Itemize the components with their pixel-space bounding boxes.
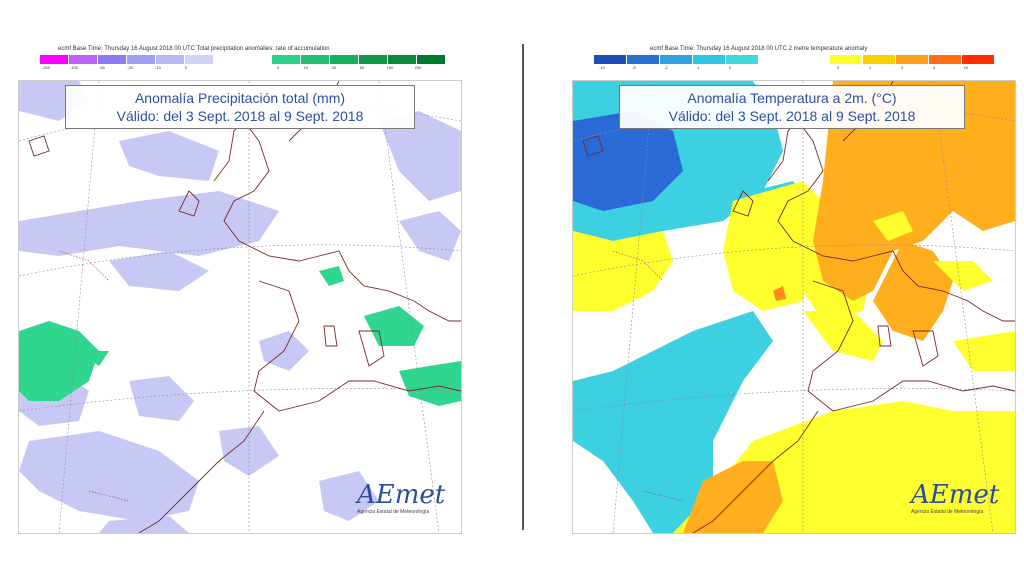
legend-swatch [272, 55, 301, 64]
legend-swatch [330, 55, 359, 64]
legend-swatch [388, 55, 417, 64]
legend-swatch [594, 55, 627, 64]
legend-tick-label: -10 [599, 65, 605, 70]
legend-tick-label: 200 [414, 65, 422, 70]
precip-legend-positive-ticks: 0 10 20 50 100 200 [264, 65, 432, 70]
legend-tick-label: 10 [303, 65, 309, 70]
temp-map-graphic [573, 81, 1015, 533]
legend-swatch [830, 55, 863, 64]
legend-swatch [98, 55, 127, 64]
legend-swatch [417, 55, 446, 64]
legend-tick-label: -10 [155, 65, 161, 70]
temp-legend-negative-ticks: -10 -5 -2 -1 0 [586, 65, 746, 70]
precipitation-panel: ecmf Base Time: Thursday 16 August 2018 … [0, 44, 522, 534]
legend-tick-label: -100 [69, 65, 78, 70]
precip-legend-negative-ticks: -200 -100 -50 -20 -10 0 [32, 65, 200, 70]
precip-map-graphic [19, 81, 461, 533]
precip-title-box: Anomalía Precipitación total (mm) Válido… [65, 85, 415, 129]
legend-swatch [660, 55, 693, 64]
legend-tick-label: -5 [632, 65, 636, 70]
legend-tick-label: -1 [696, 65, 700, 70]
legend-swatch [627, 55, 660, 64]
temp-valid-range: Válido: del 3 Sept. 2018 al 9 Sept. 2018 [668, 108, 916, 124]
temp-legend-positive [830, 55, 995, 64]
legend-tick-label: 50 [359, 65, 365, 70]
precip-valid-range: Válido: del 3 Sept. 2018 al 9 Sept. 2018 [116, 108, 364, 124]
legend-tick-label: 2 [900, 65, 904, 70]
legend-tick-label: 100 [386, 65, 394, 70]
aemet-logo-left: AEmet Agencia Estatal de Meteorología [357, 481, 457, 525]
temp-legend-positive-ticks: 0 1 2 5 10 [822, 65, 982, 70]
legend-swatch [693, 55, 726, 64]
legend-tick-label: -2 [664, 65, 668, 70]
legend-tick-label: 0 [184, 65, 188, 70]
legend-swatch [156, 55, 185, 64]
temp-legend-negative [594, 55, 759, 64]
aemet-wordmark: AEmet [911, 480, 1000, 510]
legend-swatch [896, 55, 929, 64]
precip-legend-positive [272, 55, 446, 64]
temp-caption: ecmf Base Time: Thursday 16 August 2018 … [650, 46, 868, 52]
legend-swatch [726, 55, 759, 64]
legend-swatch [359, 55, 388, 64]
legend-tick-label: -20 [127, 65, 133, 70]
temp-title-box: Anomalía Temperatura a 2m. (°C) Válido: … [619, 85, 965, 129]
legend-tick-label: -50 [99, 65, 105, 70]
aemet-subtitle: Agencia Estatal de Meteorología [357, 509, 430, 515]
legend-tick-label: -200 [41, 65, 50, 70]
legend-tick-label: 10 [963, 65, 969, 70]
panel-divider [522, 44, 524, 530]
aemet-subtitle: Agencia Estatal de Meteorología [911, 509, 984, 515]
legend-tick-label: 20 [331, 65, 337, 70]
legend-tick-label: 0 [836, 65, 840, 70]
legend-tick-label: 0 [276, 65, 280, 70]
legend-swatch [962, 55, 995, 64]
aemet-logo-right: AEmet Agencia Estatal de Meteorología [911, 481, 1011, 525]
legend-tick-label: 0 [728, 65, 732, 70]
legend-tick-label: 1 [868, 65, 872, 70]
precipitation-map: Anomalía Precipitación total (mm) Válido… [18, 80, 462, 534]
legend-swatch [863, 55, 896, 64]
legend-swatch [40, 55, 69, 64]
temperature-panel: ecmf Base Time: Thursday 16 August 2018 … [524, 44, 1024, 534]
legend-swatch [185, 55, 214, 64]
legend-swatch [929, 55, 962, 64]
aemet-wordmark: AEmet [357, 480, 446, 510]
precip-legend-negative [40, 55, 214, 64]
legend-tick-label: 5 [932, 65, 936, 70]
legend-swatch [301, 55, 330, 64]
precip-title: Anomalía Precipitación total (mm) [134, 90, 346, 106]
legend-swatch [127, 55, 156, 64]
temperature-map: Anomalía Temperatura a 2m. (°C) Válido: … [572, 80, 1016, 534]
temp-title: Anomalía Temperatura a 2m. (°C) [687, 90, 897, 106]
precip-caption: ecmf Base Time: Thursday 16 August 2018 … [58, 46, 330, 52]
legend-swatch [69, 55, 98, 64]
